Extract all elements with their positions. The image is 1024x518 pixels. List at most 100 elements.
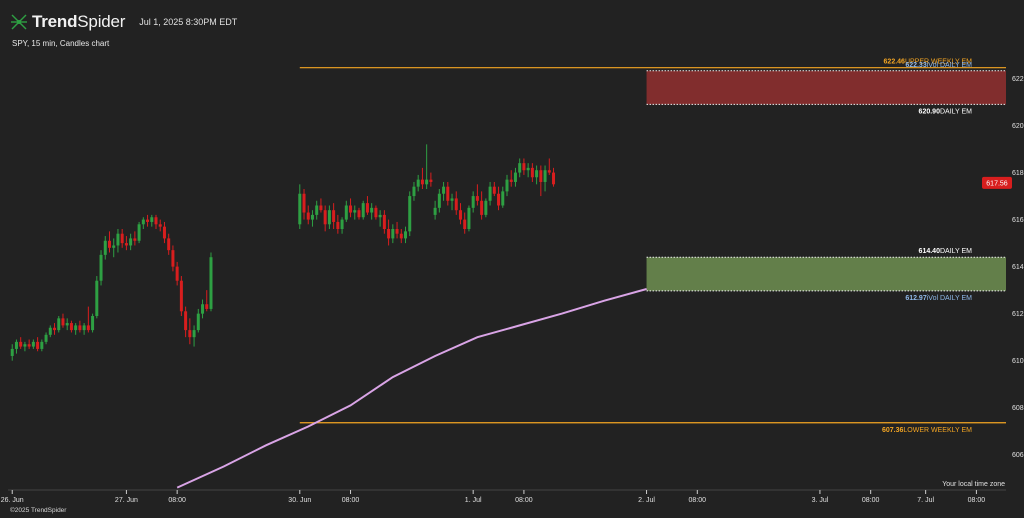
candle (412, 181, 416, 201)
candle-body (78, 325, 82, 331)
candle (162, 221, 166, 244)
em-zones-layer (646, 70, 1006, 291)
candle-body (40, 341, 44, 349)
candle (492, 181, 496, 197)
candle (27, 339, 31, 349)
candle-body (433, 207, 437, 215)
candle-body (463, 219, 467, 229)
candle-body (48, 327, 52, 335)
y-axis: 622.00 620.00 618.00 616.00 614.00 612.00 610.… (1012, 76, 1024, 459)
candle (501, 186, 505, 208)
brand-bold: Trend (32, 12, 78, 31)
last-price-tag: 617.56 (982, 176, 1012, 189)
candle-body (547, 170, 551, 173)
candle (370, 203, 374, 220)
candle-body (19, 341, 23, 347)
candle-body (27, 344, 31, 347)
candle-body (74, 325, 78, 331)
candle (154, 214, 158, 229)
lower-ivol-daily-em-value: 612.97 (905, 295, 927, 302)
x-tick-label: 08:00 (968, 497, 986, 504)
y-tick-label: 610.00 (1012, 358, 1024, 365)
candle-body (374, 207, 378, 218)
candle (78, 320, 82, 333)
candle (361, 200, 365, 220)
candle-body (302, 193, 306, 213)
candle (420, 167, 424, 190)
candle-body (353, 210, 357, 213)
chart-subtitle: SPY, 15 min, Candles chart (12, 39, 110, 48)
candle-body (357, 210, 361, 218)
candle-body (332, 210, 336, 222)
candle (374, 205, 378, 220)
candle (69, 320, 73, 333)
candle-body (298, 193, 302, 225)
candle-body (543, 170, 547, 182)
candle-body (535, 170, 539, 178)
candle-body (378, 214, 382, 218)
candle-body (513, 172, 517, 182)
candle (332, 203, 336, 229)
candle-body (146, 219, 150, 222)
brand-light: Spider (77, 12, 126, 31)
candle-body (99, 254, 103, 281)
x-tick-label: 2. Jul (638, 497, 655, 504)
candle (488, 181, 492, 206)
x-tick-label: 30. Jun (288, 497, 311, 504)
candle (146, 214, 150, 227)
candle (48, 325, 52, 338)
y-tick-label: 620.00 (1012, 123, 1024, 130)
x-tick-label: 7. Jul (917, 497, 934, 504)
candle-body (446, 186, 450, 201)
candle (454, 191, 458, 215)
candle-body (112, 245, 116, 248)
candle (416, 174, 420, 192)
candle-body (416, 179, 420, 187)
lower-em-zone (646, 257, 1006, 291)
candle-body (162, 226, 166, 239)
candle-body (188, 330, 192, 338)
candle-body (454, 198, 458, 211)
upper-ivol-daily-em-label: 622.33iVol DAILY EM (905, 62, 972, 69)
candle (14, 339, 18, 354)
candle-body (429, 179, 433, 182)
candle (141, 217, 145, 229)
candle-body (530, 167, 534, 178)
y-tick-label: 608.00 (1012, 405, 1024, 412)
candle (505, 174, 509, 197)
candle (40, 339, 44, 352)
candle (399, 229, 403, 244)
candle (116, 229, 120, 253)
candle-body (395, 229, 399, 234)
candle-body (382, 214, 386, 229)
upper-daily-em-label: 620.90DAILY EM (919, 108, 973, 115)
candle (95, 276, 99, 319)
candle (179, 276, 183, 316)
candle (425, 144, 429, 190)
candle (475, 184, 479, 206)
candle (44, 332, 48, 345)
candles-layer (10, 144, 556, 361)
candle (99, 250, 103, 286)
candle-body (526, 167, 530, 171)
candle (302, 189, 306, 220)
upper-ivol-daily-em-value: 622.33 (905, 62, 927, 69)
candle-body (124, 243, 128, 246)
candle-body (539, 170, 543, 182)
candle-body (484, 200, 488, 215)
candle-body (175, 266, 179, 281)
brand-name: TrendSpider (32, 12, 125, 32)
lower-weekly-em-value: 607.36 (882, 427, 904, 434)
candle-body (69, 323, 73, 331)
candle-body (167, 238, 171, 251)
candle-body (44, 334, 48, 342)
candle (535, 165, 539, 185)
candle-body (340, 219, 344, 229)
candle-body (552, 172, 556, 185)
candle-body (31, 341, 35, 347)
lower-ivol-daily-em-label: 612.97iVol DAILY EM (905, 295, 972, 302)
candle (395, 221, 399, 239)
candle (547, 158, 551, 175)
candle (120, 229, 124, 248)
